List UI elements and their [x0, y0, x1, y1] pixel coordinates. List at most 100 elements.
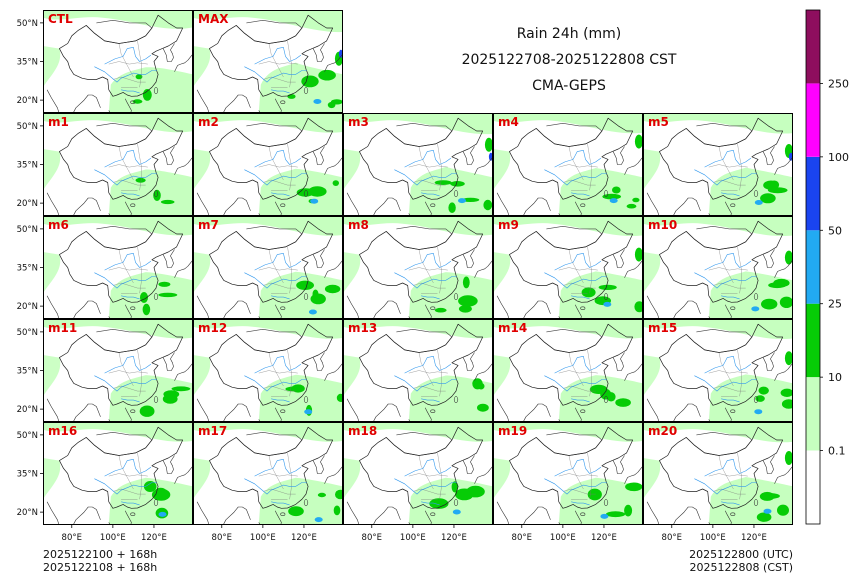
latitude-tick-label: 35°N: [17, 470, 38, 480]
island-hainan: [130, 512, 136, 516]
light-rain-area: [43, 355, 61, 397]
coastline: [612, 249, 625, 268]
river: [244, 478, 307, 495]
moderate-rain-patch: [767, 187, 788, 194]
moderate-rain-patch: [777, 504, 789, 516]
coastline: [324, 156, 343, 175]
coastline: [774, 156, 793, 175]
province-border: [437, 246, 442, 294]
coastline: [708, 407, 732, 422]
moderate-rain-patch: [455, 488, 474, 501]
light-rain-area: [43, 458, 61, 500]
moderate-rain-patch: [780, 388, 793, 397]
coastline: [762, 146, 775, 165]
colorbar-tick-label: 50: [828, 224, 842, 237]
valid-time-cst: 2025122808 (CST): [689, 561, 793, 574]
province-border: [568, 249, 584, 284]
province-border: [737, 246, 742, 294]
moderate-rain-patch: [143, 481, 157, 492]
light-rain-area: [43, 149, 61, 191]
coastline: [162, 352, 175, 371]
colorbar-tick-label: 100: [828, 151, 849, 164]
panel-frame: [493, 113, 643, 216]
moderate-rain-patch: [760, 193, 776, 204]
moderate-rain-patch: [429, 498, 449, 509]
light-rain-area: [493, 319, 643, 339]
moderate-rain-patch: [288, 506, 304, 517]
longitude-tick-label: 80°E: [212, 533, 232, 543]
coastline: [624, 156, 643, 175]
province-border: [418, 455, 434, 490]
longitude-tick-label: 100°E: [700, 533, 726, 543]
panel-label: m2: [198, 115, 219, 129]
light-rain-area: [643, 113, 793, 134]
light-rain-area: [408, 375, 493, 422]
coastline: [162, 455, 175, 474]
map-panel-content: [493, 319, 643, 422]
map-panel-content: [43, 216, 193, 319]
province-border: [118, 455, 134, 490]
colorbar: 0.1 10 25 50 100 250: [805, 9, 849, 525]
coastline: [312, 455, 325, 474]
panel-frame: [343, 319, 493, 422]
light-rain-area: [193, 149, 211, 191]
heavy-rain-cell: [314, 517, 323, 523]
map-panel-content: [43, 422, 193, 525]
river: [271, 501, 290, 506]
province-border: [258, 61, 298, 65]
province-border: [587, 349, 592, 397]
river: [571, 398, 590, 403]
panel-frame: [493, 319, 643, 422]
coastline: [612, 146, 625, 165]
latitude-tick-label: 20°N: [17, 199, 38, 209]
moderate-rain-patch: [434, 180, 452, 185]
river: [121, 398, 140, 403]
light-rain-area: [43, 113, 193, 133]
moderate-rain-patch: [296, 188, 315, 197]
map-panel-m9: m9: [493, 216, 643, 319]
coastline: [108, 510, 132, 525]
coastline: [708, 304, 732, 319]
island-taiwan: [303, 396, 309, 403]
province-border: [268, 352, 284, 387]
river: [694, 478, 757, 495]
map-panel-m10: m10: [643, 216, 793, 319]
country-border: [209, 117, 334, 200]
river: [104, 46, 152, 65]
country-border: [209, 323, 334, 406]
light-rain-area: [408, 272, 493, 319]
map-panel-m13: m13: [343, 319, 493, 422]
coastline: [258, 407, 282, 422]
moderate-rain-patch: [769, 180, 780, 190]
river: [394, 272, 457, 289]
coastline: [346, 501, 401, 525]
island-hainan: [730, 512, 736, 516]
island-taiwan: [453, 499, 459, 506]
moderate-rain-patch: [634, 301, 643, 313]
map-panel-content: [193, 422, 343, 525]
coastline: [646, 398, 701, 422]
river: [704, 355, 752, 374]
province-border: [558, 473, 598, 477]
colorbar-segment: [806, 10, 820, 84]
map-panel-m20: m20: [643, 422, 793, 525]
country-border: [359, 220, 484, 303]
moderate-rain-patch: [634, 247, 643, 262]
coastline: [196, 192, 251, 216]
province-border: [287, 246, 292, 294]
province-border: [708, 370, 748, 374]
colorbar-segment: [806, 377, 820, 451]
panel-label: m6: [48, 218, 69, 232]
heavy-rain-cell: [310, 198, 319, 204]
province-border: [268, 249, 284, 284]
coastline: [162, 43, 175, 62]
island-taiwan: [603, 499, 609, 506]
moderate-rain-patch: [581, 287, 596, 298]
moderate-rain-patch: [458, 305, 472, 313]
light-rain-area: [108, 169, 193, 216]
province-border: [718, 352, 734, 387]
map-panel-m1: m1: [43, 113, 193, 216]
river: [554, 252, 602, 271]
moderate-rain-patch: [336, 393, 343, 402]
light-rain-area: [708, 167, 793, 216]
